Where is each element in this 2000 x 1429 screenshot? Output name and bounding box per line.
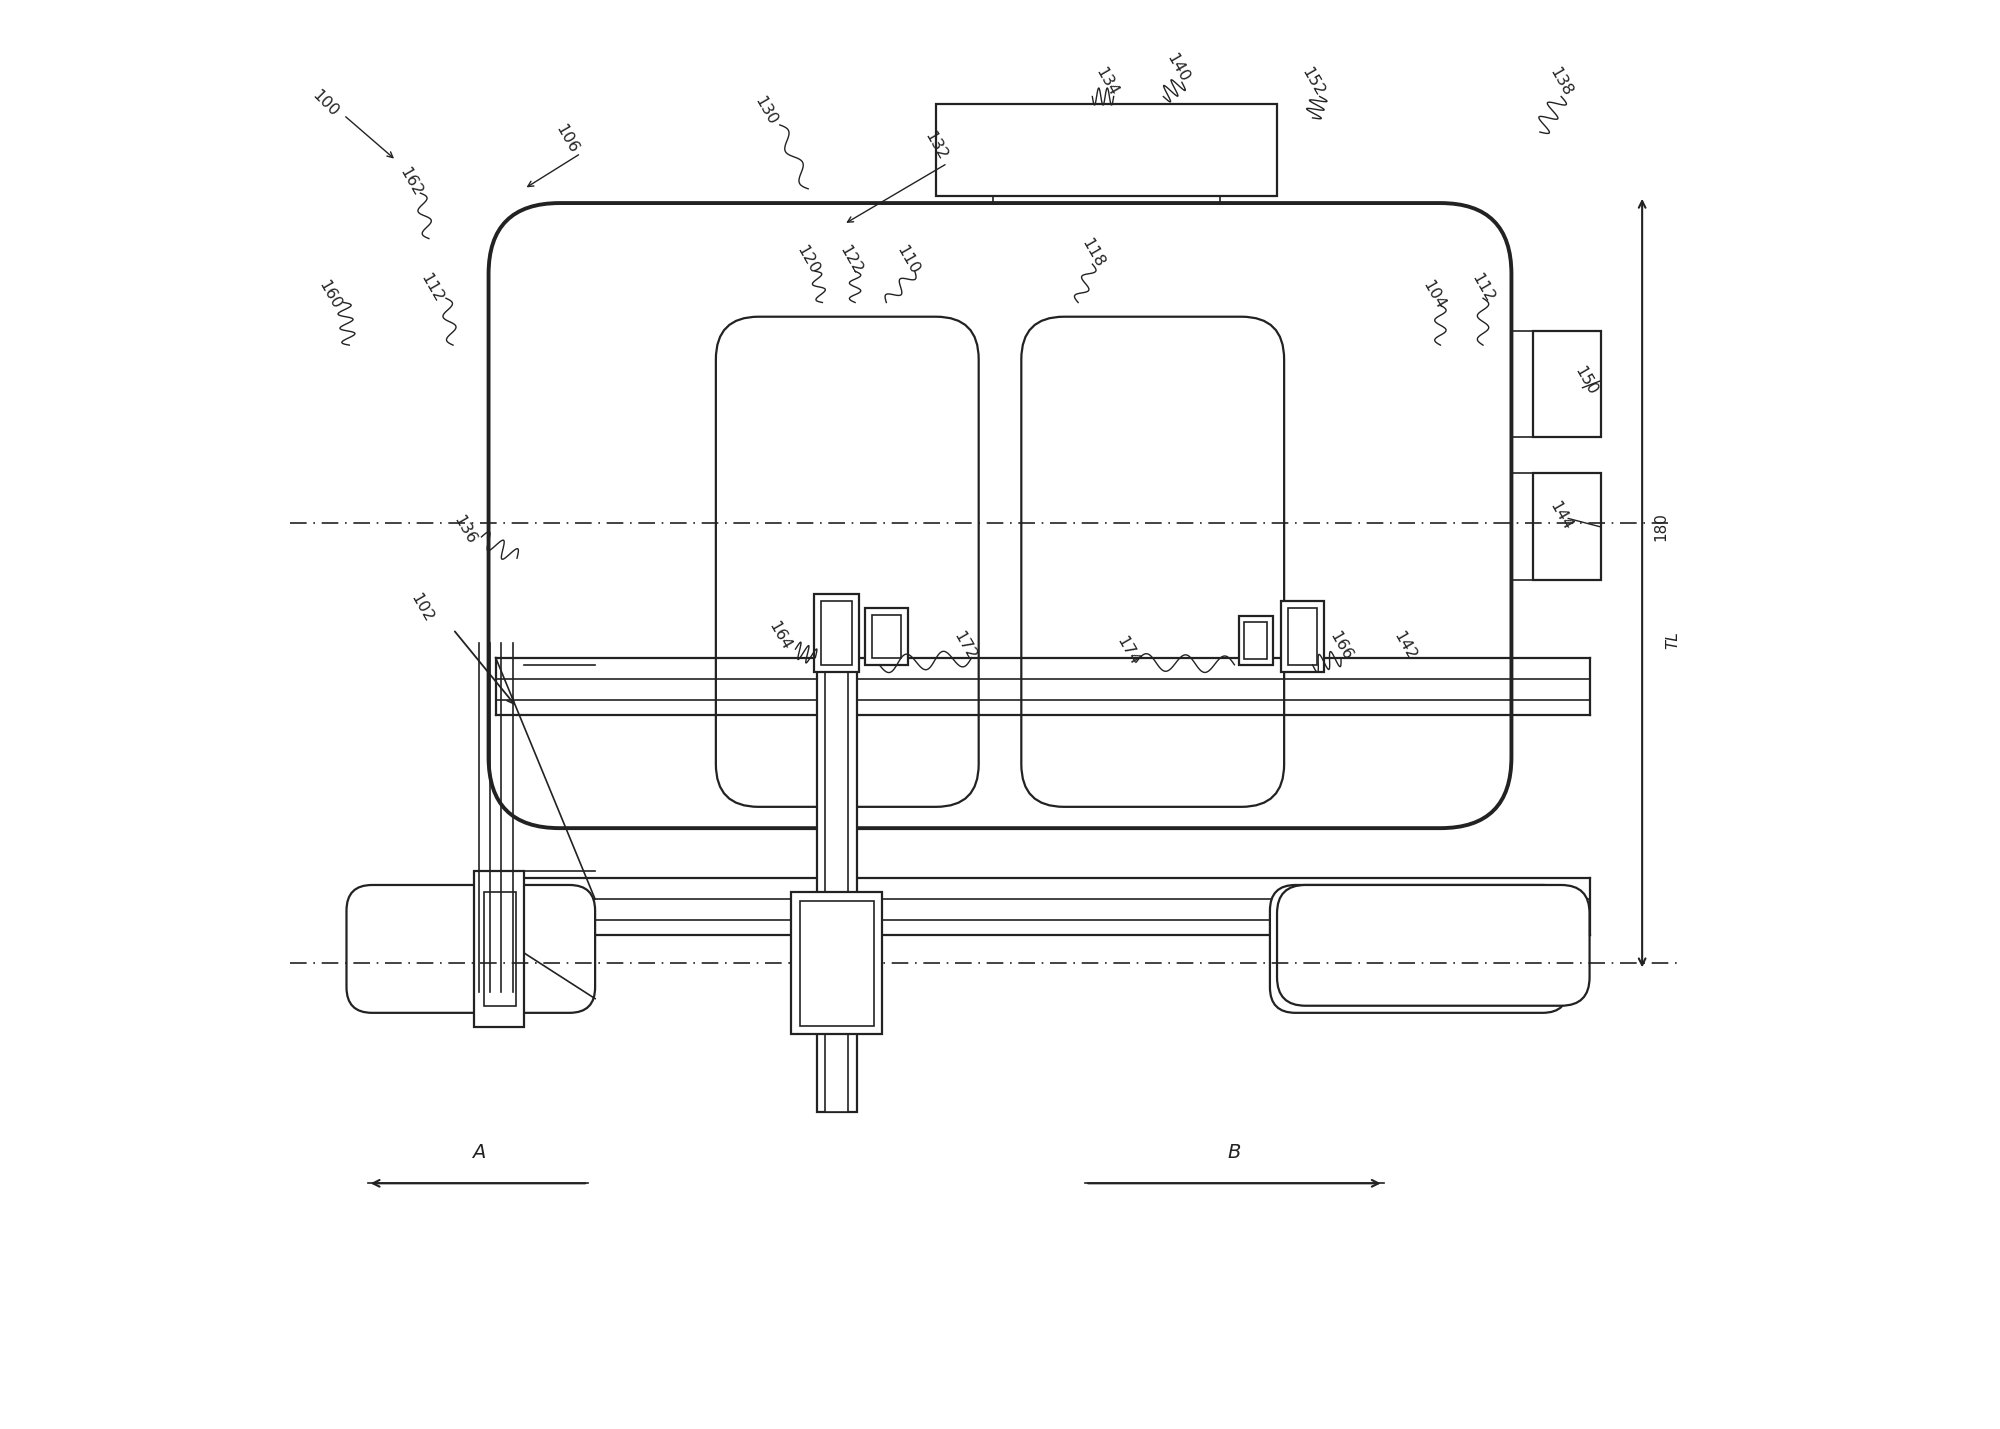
Bar [474,870,524,1027]
Text: 118: 118 [1078,236,1106,270]
Text: 142: 142 [1390,629,1420,663]
Bar [866,607,908,664]
Text: 172: 172 [950,629,978,663]
Bar [792,892,882,1035]
Bar [820,600,852,664]
Bar [816,643,856,1112]
Text: 180: 180 [1654,512,1668,540]
Text: 106: 106 [552,121,580,156]
Bar [1238,616,1272,664]
Text: 112: 112 [418,272,446,306]
Bar [826,643,848,1112]
FancyBboxPatch shape [346,885,596,1013]
Bar [814,593,860,672]
Text: 140: 140 [1164,51,1192,86]
FancyBboxPatch shape [488,203,1512,829]
Bar [872,614,900,657]
Bar [484,892,516,1006]
Text: 162: 162 [396,164,424,199]
FancyBboxPatch shape [1278,885,1590,1006]
Text: 100: 100 [310,87,342,120]
Text: 138: 138 [1548,66,1576,99]
Text: 160: 160 [316,279,344,313]
Bar [1532,332,1600,437]
Text: 110: 110 [894,243,922,277]
Text: B: B [1228,1143,1242,1162]
FancyBboxPatch shape [1270,885,1568,1013]
Text: 112: 112 [1468,272,1498,306]
Text: 134: 134 [1092,66,1120,99]
Text: 166: 166 [1326,629,1356,663]
Bar [800,900,874,1026]
Text: 150: 150 [1572,364,1600,397]
Bar [1282,600,1324,672]
Text: 174: 174 [1114,633,1142,667]
Text: 120: 120 [794,243,822,277]
Bar [1288,607,1316,664]
Text: 102: 102 [408,592,436,624]
Bar [1532,473,1600,580]
Text: 164: 164 [766,619,794,653]
Text: 136: 136 [450,513,478,547]
Text: 152: 152 [1298,66,1326,99]
Text: 132: 132 [922,130,950,163]
Bar [936,104,1278,196]
Text: 144: 144 [1548,499,1576,533]
Text: TL: TL [1664,632,1680,649]
Bar [1244,622,1268,659]
Text: 122: 122 [836,243,864,277]
FancyBboxPatch shape [716,317,978,807]
Text: 104: 104 [1420,279,1448,313]
FancyBboxPatch shape [1022,317,1284,807]
Text: 130: 130 [752,94,780,127]
Text: A: A [472,1143,486,1162]
